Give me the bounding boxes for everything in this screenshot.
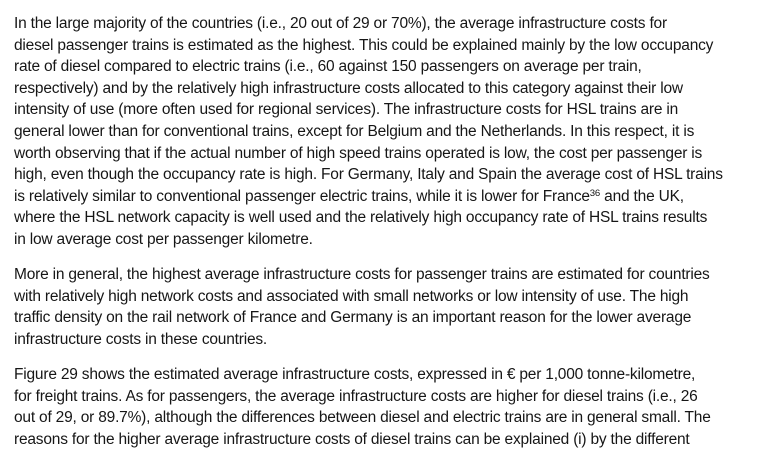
text-line: In the large majority of the countries (…	[14, 15, 667, 32]
text-line: with relatively high network costs and a…	[14, 287, 689, 305]
text-line: in low average cost per passenger kilome…	[14, 230, 313, 248]
text-line: infrastructure costs in these countries.	[14, 330, 268, 348]
paragraph: In the large majority of the countries (…	[14, 13, 754, 251]
text-line: for freight trains. As for passengers, t…	[14, 387, 698, 405]
text-line: Figure 29 shows the estimated average in…	[14, 365, 696, 383]
text-line: worth observing that if the actual numbe…	[14, 144, 703, 162]
text-line: is relatively similar to conventional pa…	[14, 187, 684, 205]
text-line: traffic density on the rail network of F…	[14, 309, 692, 327]
text-line: high, even though the occupancy rate is …	[14, 166, 723, 184]
paragraph: More in general, the highest average inf…	[14, 264, 754, 350]
text-line: out of 29, or 89.7%), although the diffe…	[14, 409, 711, 427]
document-body: In the large majority of the countries (…	[14, 13, 754, 450]
document-page: In the large majority of the countries (…	[14, 13, 754, 464]
text-line: where the HSL network capacity is well u…	[14, 209, 708, 227]
text-line: intensity of use (more often used for re…	[14, 101, 679, 119]
paragraph: Figure 29 shows the estimated average in…	[14, 364, 754, 450]
text-line: reasons for the higher average infrastru…	[14, 430, 690, 448]
text-line: general lower than for conventional trai…	[14, 122, 695, 140]
footnote-reference: 36	[589, 188, 601, 200]
text-line: respectively) and by the relatively high…	[14, 79, 683, 97]
text-line: diesel passenger trains is estimated as …	[14, 36, 714, 54]
text-line: More in general, the highest average inf…	[14, 266, 710, 284]
text-line: rate of diesel compared to electric trai…	[14, 58, 642, 76]
